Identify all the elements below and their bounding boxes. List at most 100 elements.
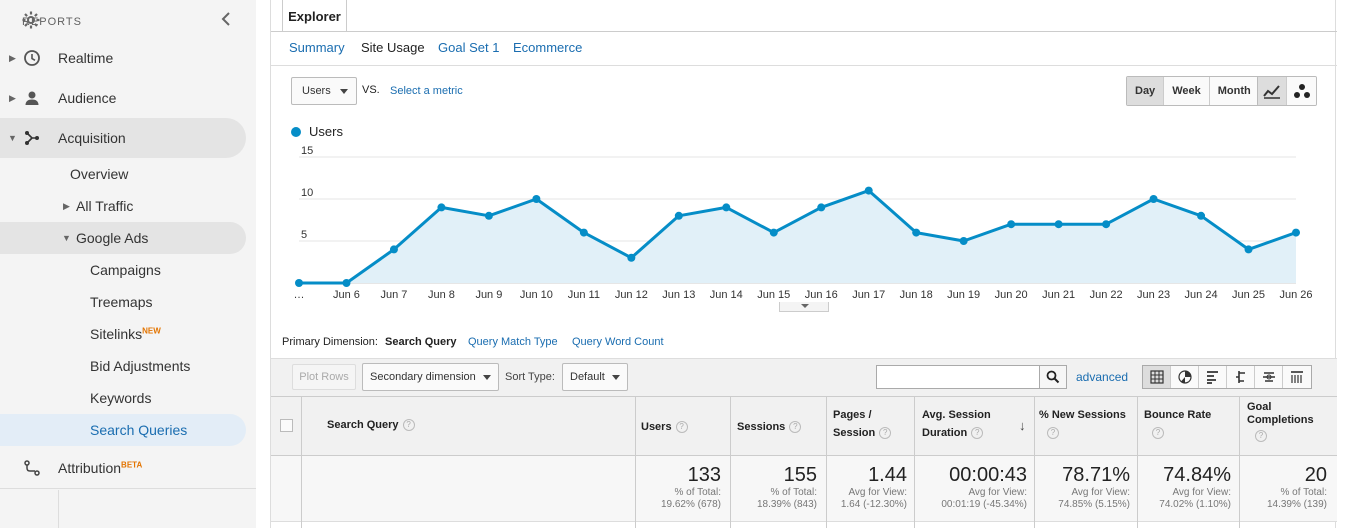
dimension-search-query[interactable]: Search Query	[385, 336, 457, 348]
table-view-icon[interactable]	[1143, 366, 1171, 388]
header-label: Search Query	[327, 419, 399, 431]
pivot-view-icon[interactable]	[1283, 366, 1311, 388]
sidebar-item-search-queries[interactable]: Search Queries	[0, 412, 246, 448]
total-users: 133 % of Total: 19.62% (678)	[641, 464, 721, 511]
metric-select[interactable]: Users	[291, 77, 357, 105]
help-icon[interactable]: ?	[879, 427, 892, 440]
x-tick-label: …	[294, 289, 305, 301]
area-fill	[299, 190, 1296, 283]
sidebar-item-bid-adjustments[interactable]: Bid Adjustments	[0, 348, 256, 384]
column-divider	[1137, 396, 1138, 528]
header-avg-session-duration[interactable]: Avg. Session Duration?	[922, 406, 991, 442]
bar-view-icon[interactable]	[1199, 366, 1227, 388]
subtab-ecommerce[interactable]: Ecommerce	[513, 40, 583, 55]
secondary-dimension-label: Secondary dimension	[370, 371, 476, 383]
advanced-filter-link[interactable]: advanced	[1076, 370, 1129, 384]
sort-type-dropdown[interactable]: Default	[562, 363, 628, 391]
total-value: 155	[783, 464, 817, 486]
y-tick-label: 15	[301, 145, 313, 157]
total-avg-session-duration: 00:00:43 Avg for View: 00:01:19 (-45.34%…	[918, 464, 1027, 511]
header-bounce-rate[interactable]: Bounce Rate?	[1144, 406, 1211, 442]
data-point	[532, 195, 541, 203]
sidebar-item-realtime[interactable]: ▶ Realtime	[0, 40, 256, 76]
help-icon[interactable]: ?	[971, 427, 984, 440]
table-search-input[interactable]	[876, 365, 1066, 389]
header-search-query[interactable]: Search Query?	[327, 416, 415, 434]
tab-divider	[271, 31, 1337, 32]
sidebar-item-label: Realtime	[58, 50, 114, 66]
dimension-query-word-count[interactable]: Query Word Count	[572, 336, 664, 348]
secondary-dimension-dropdown[interactable]: Secondary dimension	[362, 363, 499, 391]
sidebar-item-label: Overview	[70, 166, 129, 182]
sidebar-item-all-traffic[interactable]: ▶ All Traffic	[0, 188, 256, 224]
sidebar-item-acquisition[interactable]: ▼ Acquisition	[0, 120, 246, 156]
comparison-view-icon[interactable]	[1227, 366, 1255, 388]
caret-right-icon: ▶	[9, 52, 16, 63]
day-button[interactable]: Day	[1127, 77, 1165, 105]
x-tick-label: Jun 12	[615, 289, 648, 301]
select-metric-link[interactable]: Select a metric	[390, 85, 463, 97]
header-pages-per-session[interactable]: Pages / Session?	[833, 406, 892, 442]
select-all-checkbox[interactable]	[280, 419, 293, 432]
sidebar-item-campaigns[interactable]: Campaigns	[0, 252, 256, 288]
sidebar-item-label: AttributionBETA	[58, 460, 142, 476]
x-tick-label: Jun 15	[757, 289, 790, 301]
total-caption: % of Total:	[1280, 487, 1327, 498]
help-icon[interactable]: ?	[1152, 427, 1164, 440]
header-new-sessions[interactable]: % New Sessions?	[1039, 406, 1126, 442]
sidebar-item-keywords[interactable]: Keywords	[0, 380, 256, 416]
header-users[interactable]: Users?	[641, 418, 688, 436]
sidebar-item-label: Google Ads	[76, 230, 149, 246]
help-icon[interactable]: ?	[789, 421, 802, 434]
sort-type-value: Default	[570, 371, 605, 383]
table-view-toggle	[1142, 365, 1312, 389]
line-chart-icon[interactable]	[1258, 77, 1287, 105]
sidebar-item-attribution[interactable]: AttributionBETA	[0, 450, 256, 486]
header-sessions[interactable]: Sessions?	[737, 418, 802, 436]
chevron-left-icon[interactable]	[214, 9, 238, 31]
header-label: % New Sessions	[1039, 409, 1126, 421]
total-detail: 00:01:19 (-45.34%)	[941, 499, 1027, 510]
sidebar-item-treemaps[interactable]: Treemaps	[0, 284, 256, 320]
metric-select-value: Users	[302, 85, 331, 97]
sort-descending-icon[interactable]: ↓	[1019, 418, 1026, 433]
tab-explorer[interactable]: Explorer	[282, 0, 347, 32]
help-icon[interactable]: ?	[1255, 430, 1267, 442]
subtab-goal-set-1[interactable]: Goal Set 1	[438, 40, 500, 55]
column-divider	[301, 396, 302, 528]
month-button[interactable]: Month	[1209, 77, 1259, 105]
x-tick-label: Jun 17	[852, 289, 885, 301]
primary-dimension-label: Primary Dimension:	[282, 336, 378, 348]
x-tick-label: Jun 26	[1279, 289, 1312, 301]
x-tick-label: Jun 13	[662, 289, 695, 301]
data-point	[1007, 220, 1016, 229]
motion-chart-icon[interactable]	[1287, 77, 1316, 105]
chevron-down-icon	[483, 375, 491, 380]
sidebar-item-google-ads[interactable]: ▼ Google Ads	[0, 220, 246, 256]
x-tick-label: Jun 8	[428, 289, 455, 301]
gear-icon[interactable]	[20, 10, 42, 32]
dimension-query-match-type[interactable]: Query Match Type	[468, 336, 558, 348]
x-tick-label: Jun 20	[995, 289, 1028, 301]
data-point	[1292, 228, 1300, 237]
total-value: 20	[1304, 464, 1327, 486]
help-icon[interactable]: ?	[402, 419, 415, 432]
header-goal-completions[interactable]: Goal Completions?	[1247, 401, 1314, 442]
subtab-summary[interactable]: Summary	[289, 40, 345, 55]
x-tick-label: Jun 21	[1042, 289, 1075, 301]
sidebar-item-audience[interactable]: ▶ Audience	[0, 80, 256, 116]
chevron-down-icon	[340, 89, 348, 94]
help-icon[interactable]: ?	[675, 421, 688, 434]
week-button[interactable]: Week	[1164, 77, 1210, 105]
sidebar-item-overview[interactable]: Overview	[0, 156, 256, 192]
sidebar-item-sitelinks[interactable]: SitelinksNEW	[0, 316, 256, 352]
subtab-site-usage[interactable]: Site Usage	[361, 40, 425, 55]
main-panel: Explorer Summary Site Usage Goal Set 1 E…	[270, 0, 1337, 528]
search-icon[interactable]	[1039, 365, 1067, 389]
help-icon[interactable]: ?	[1047, 427, 1059, 440]
term-cloud-view-icon[interactable]	[1255, 366, 1283, 388]
plot-rows-button[interactable]: Plot Rows	[292, 364, 356, 390]
acquisition-icon	[22, 128, 42, 148]
pie-view-icon[interactable]	[1171, 366, 1199, 388]
chart-collapse-toggle[interactable]	[779, 302, 829, 312]
